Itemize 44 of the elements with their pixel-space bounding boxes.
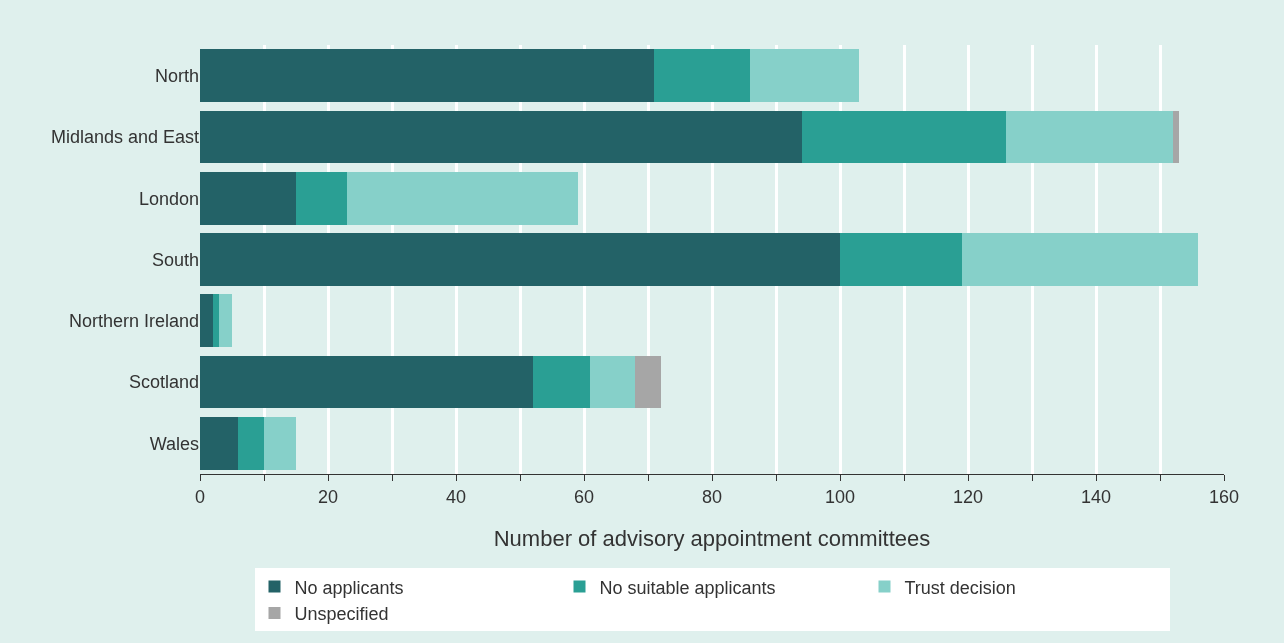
bar (840, 233, 962, 286)
bar (200, 294, 213, 348)
bar (532, 355, 591, 409)
y-tick-label: North (154, 65, 199, 86)
y-tick-label: Scotland (128, 372, 199, 393)
x-tick-label: 80 (701, 486, 723, 507)
x-tick-label: 100 (824, 486, 856, 507)
bar (200, 417, 239, 470)
bar (635, 355, 661, 409)
bar (212, 294, 220, 348)
x-tick-label: 20 (317, 486, 339, 507)
bar (296, 171, 348, 225)
bar (347, 171, 578, 225)
x-tick-label: 0 (194, 486, 206, 507)
y-tick-label: Northern Ireland (68, 311, 199, 332)
x-tick-label: 40 (445, 486, 467, 507)
bar (264, 417, 296, 470)
y-tick-label: London (138, 188, 199, 209)
legend-label: No suitable applicants (599, 577, 776, 598)
bar (750, 49, 860, 102)
bar (238, 417, 264, 470)
bar (590, 355, 636, 409)
x-tick-label: 120 (952, 486, 984, 507)
bar (219, 294, 232, 348)
bar (200, 171, 296, 225)
legend-label: No applicants (294, 577, 404, 598)
bar (200, 355, 533, 409)
x-axis-title: Number of advisory appointment committees (493, 526, 931, 552)
bar (200, 110, 802, 164)
legend-label: Unspecified (294, 604, 389, 624)
y-tick-label: Wales (149, 433, 199, 454)
legend-label: Trust decision (904, 577, 1016, 598)
bar (801, 110, 1007, 164)
bar (1172, 110, 1180, 164)
y-tick-label: Midlands and East (50, 127, 199, 148)
x-tick-label: 60 (573, 486, 595, 507)
bar (961, 233, 1199, 286)
bar (200, 49, 655, 102)
y-tick-label: South (151, 249, 199, 270)
x-tick-label: 140 (1080, 486, 1112, 507)
bar (1006, 110, 1173, 164)
bar (654, 49, 751, 102)
bar (200, 233, 840, 286)
x-tick-label: 160 (1208, 486, 1240, 507)
